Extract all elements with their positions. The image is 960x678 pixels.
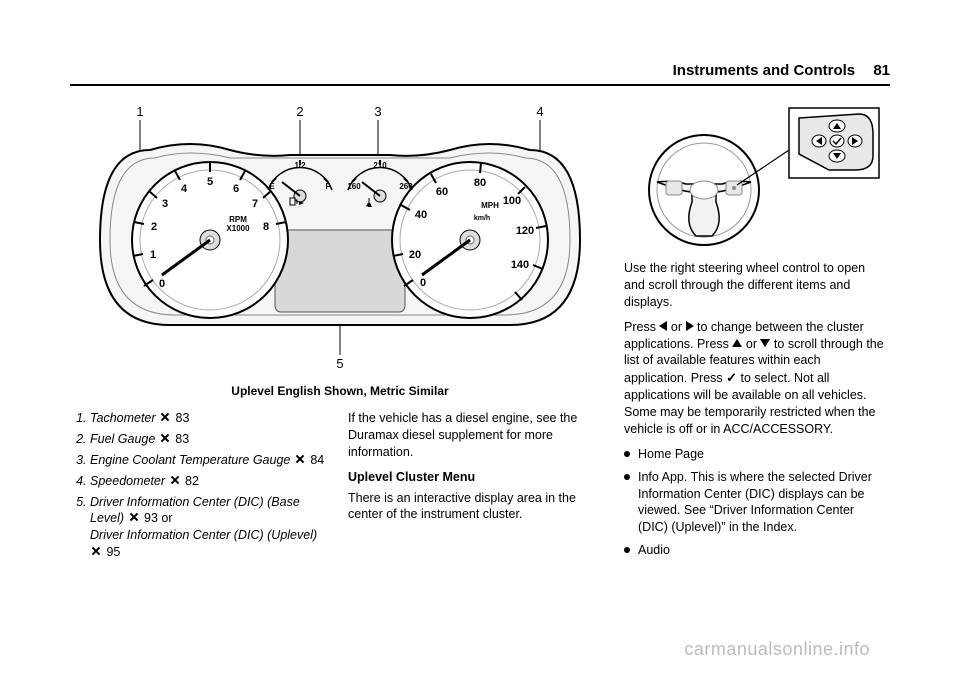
svg-text:60: 60 [436, 186, 448, 198]
svg-text:5: 5 [207, 176, 213, 188]
legend-item-4: Speedometer 82 [90, 473, 332, 490]
svg-text:3: 3 [162, 198, 168, 210]
page: Instruments and Controls 81 1 2 [70, 70, 890, 630]
svg-text:0: 0 [420, 277, 426, 289]
callout-3: 3 [374, 104, 381, 119]
svg-text:8: 8 [263, 221, 269, 233]
content: 1 2 3 4 5 [70, 100, 890, 630]
uplevel-menu-heading: Uplevel Cluster Menu [348, 469, 610, 486]
cluster-figure: 1 2 3 4 5 [70, 100, 610, 380]
svg-text:X1000: X1000 [226, 224, 250, 233]
uplevel-menu-text: There is an interactive display area in … [348, 490, 610, 524]
app-home: Home Page [624, 446, 884, 463]
legend-item-5: Driver Information Center (DIC) (Base Le… [90, 494, 332, 562]
diesel-note: If the vehicle has a diesel engine, see … [348, 410, 610, 461]
svg-text:MPH: MPH [481, 201, 499, 210]
svg-text:RPM: RPM [229, 215, 247, 224]
callout-4: 4 [536, 104, 543, 119]
figure-caption: Uplevel English Shown, Metric Similar [70, 384, 610, 398]
header-rule [70, 84, 890, 86]
svg-text:E: E [269, 182, 275, 191]
legend-list: Tachometer 83 Fuel Gauge 83 Engine Coola… [70, 410, 332, 561]
callout-1: 1 [136, 104, 143, 119]
svg-text:40: 40 [415, 209, 427, 221]
ref-icon [89, 544, 103, 558]
app-audio: Audio [624, 542, 884, 559]
ref-icon [167, 473, 181, 487]
page-header: Instruments and Controls 81 [673, 62, 890, 79]
section-title: Instruments and Controls [673, 62, 856, 79]
svg-text:80: 80 [474, 177, 486, 189]
down-arrow-icon [760, 339, 770, 347]
callout-5: 5 [336, 356, 343, 371]
left-arrow-icon [659, 321, 667, 331]
svg-text:140: 140 [511, 259, 529, 271]
svg-text:4: 4 [181, 183, 188, 195]
ref-icon [158, 431, 172, 445]
page-number: 81 [873, 62, 890, 79]
legend-item-1: Tachometer 83 [90, 410, 332, 427]
right-p2: Press or to change between the cluster a… [624, 319, 884, 438]
left-block: 1 2 3 4 5 [70, 100, 610, 630]
callout-2: 2 [296, 104, 303, 119]
ref-icon [293, 452, 307, 466]
bottom-columns: Tachometer 83 Fuel Gauge 83 Engine Coola… [70, 410, 610, 565]
svg-text:20: 20 [409, 249, 421, 261]
check-icon: ✓ [726, 370, 737, 385]
svg-text:7: 7 [252, 198, 258, 210]
ref-icon [126, 510, 140, 524]
right-arrow-icon [686, 321, 694, 331]
app-list: Home Page Info App. This is where the se… [624, 446, 884, 559]
up-arrow-icon [732, 339, 742, 347]
svg-text:100: 100 [503, 195, 521, 207]
app-info: Info App. This is where the selected Dri… [624, 469, 884, 537]
svg-text:120: 120 [516, 225, 534, 237]
legend-column: Tachometer 83 Fuel Gauge 83 Engine Coola… [70, 410, 332, 565]
svg-text:1: 1 [150, 249, 156, 261]
steering-wheel-figure [624, 100, 884, 250]
svg-text:0: 0 [159, 278, 165, 290]
legend-item-3: Engine Coolant Temperature Gauge 84 [90, 452, 332, 469]
svg-text:F: F [326, 182, 331, 191]
svg-text:2: 2 [151, 221, 157, 233]
middle-column: If the vehicle has a diesel engine, see … [348, 410, 610, 565]
svg-text:160: 160 [347, 182, 361, 191]
svg-text:km/h: km/h [474, 215, 490, 222]
svg-text:260: 260 [399, 182, 413, 191]
ref-icon [158, 410, 172, 424]
right-column: Use the right steering wheel control to … [624, 100, 884, 630]
right-p1: Use the right steering wheel control to … [624, 260, 884, 311]
svg-text:6: 6 [233, 183, 239, 195]
watermark: carmanualsonline.info [684, 639, 870, 660]
legend-item-2: Fuel Gauge 83 [90, 431, 332, 448]
